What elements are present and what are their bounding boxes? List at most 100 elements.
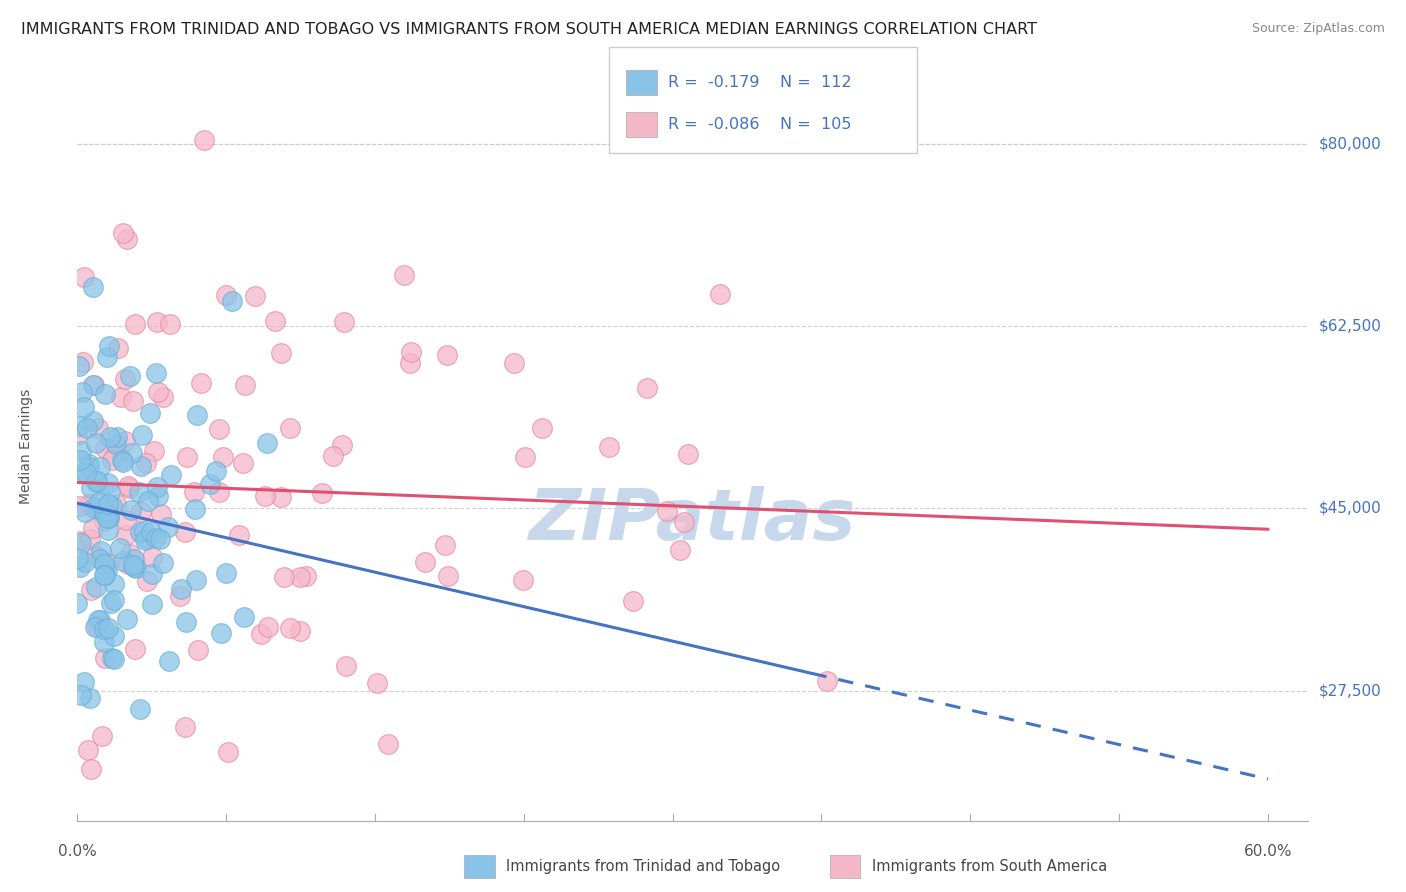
Point xyxy=(103,593,125,607)
Point xyxy=(129,701,152,715)
Text: $80,000: $80,000 xyxy=(1319,136,1382,152)
Point xyxy=(295,568,318,582)
Point xyxy=(66,596,89,610)
Point xyxy=(249,627,271,641)
Point xyxy=(186,573,208,587)
Point xyxy=(623,594,645,608)
Point xyxy=(184,502,207,516)
Point xyxy=(89,495,111,509)
Point xyxy=(174,525,197,540)
Point xyxy=(136,493,159,508)
Point xyxy=(399,344,422,359)
Point xyxy=(89,613,111,627)
Point xyxy=(131,427,153,442)
Point xyxy=(145,315,167,329)
Point xyxy=(232,610,254,624)
Point xyxy=(70,385,93,400)
Point xyxy=(156,519,179,533)
Point xyxy=(120,502,142,516)
Point xyxy=(87,421,110,435)
Point xyxy=(149,532,172,546)
Point xyxy=(73,401,96,415)
Point xyxy=(93,514,115,528)
Point xyxy=(139,406,162,420)
Text: Immigrants from South America: Immigrants from South America xyxy=(872,859,1107,873)
Point xyxy=(145,532,167,546)
Point xyxy=(87,613,110,627)
Point xyxy=(93,623,115,637)
Point xyxy=(273,570,295,584)
Point xyxy=(94,386,117,401)
Point xyxy=(93,557,115,571)
Point xyxy=(69,560,91,574)
Point xyxy=(82,415,104,429)
Point xyxy=(67,418,90,433)
Point xyxy=(232,456,254,470)
Point xyxy=(122,552,145,566)
Point xyxy=(515,450,537,464)
Point xyxy=(98,430,121,444)
Point xyxy=(83,501,105,516)
Point xyxy=(93,568,115,582)
Point xyxy=(79,481,101,495)
Point xyxy=(114,434,136,449)
Text: R =  -0.086    N =  105: R = -0.086 N = 105 xyxy=(668,118,852,132)
Point xyxy=(333,315,356,329)
Point xyxy=(160,468,183,483)
Point xyxy=(94,651,117,665)
Point xyxy=(77,743,100,757)
Point xyxy=(121,445,143,459)
Point xyxy=(97,497,120,511)
Point xyxy=(89,460,111,475)
Point xyxy=(77,458,100,472)
Point xyxy=(270,491,292,505)
Point xyxy=(111,554,134,568)
Point xyxy=(107,341,129,355)
Point xyxy=(436,348,458,362)
Point xyxy=(278,421,301,435)
Point xyxy=(84,549,107,563)
Point xyxy=(114,372,136,386)
Point xyxy=(96,511,118,525)
Point xyxy=(124,317,146,331)
Point xyxy=(170,582,193,596)
Point xyxy=(73,555,96,569)
Point xyxy=(84,620,107,634)
Point xyxy=(146,480,169,494)
Point xyxy=(187,643,209,657)
Point xyxy=(270,345,292,359)
Point xyxy=(103,576,125,591)
Point xyxy=(111,453,134,467)
Point xyxy=(100,499,122,513)
Point xyxy=(502,356,524,370)
Text: Median Earnings: Median Earnings xyxy=(18,388,32,504)
Point xyxy=(243,289,266,303)
Point xyxy=(815,674,838,689)
Point xyxy=(217,745,239,759)
Point xyxy=(335,658,357,673)
Point xyxy=(111,454,134,468)
Point xyxy=(103,652,125,666)
Point xyxy=(98,484,121,499)
Point xyxy=(394,268,416,282)
Point xyxy=(531,421,554,435)
Point xyxy=(98,508,121,522)
Point xyxy=(253,489,276,503)
Point xyxy=(104,497,127,511)
Point xyxy=(117,232,139,246)
Point xyxy=(209,626,232,640)
Point xyxy=(89,551,111,566)
Point xyxy=(100,596,122,610)
Point xyxy=(84,475,107,490)
Point xyxy=(672,515,695,529)
Point xyxy=(82,378,104,392)
Point xyxy=(176,450,198,465)
Point xyxy=(103,629,125,643)
Point xyxy=(141,550,163,565)
Point xyxy=(215,566,238,581)
Text: Immigrants from Trinidad and Tobago: Immigrants from Trinidad and Tobago xyxy=(506,859,780,873)
Point xyxy=(110,390,132,404)
Point xyxy=(104,437,127,451)
Point xyxy=(135,456,157,470)
Point xyxy=(93,634,115,648)
